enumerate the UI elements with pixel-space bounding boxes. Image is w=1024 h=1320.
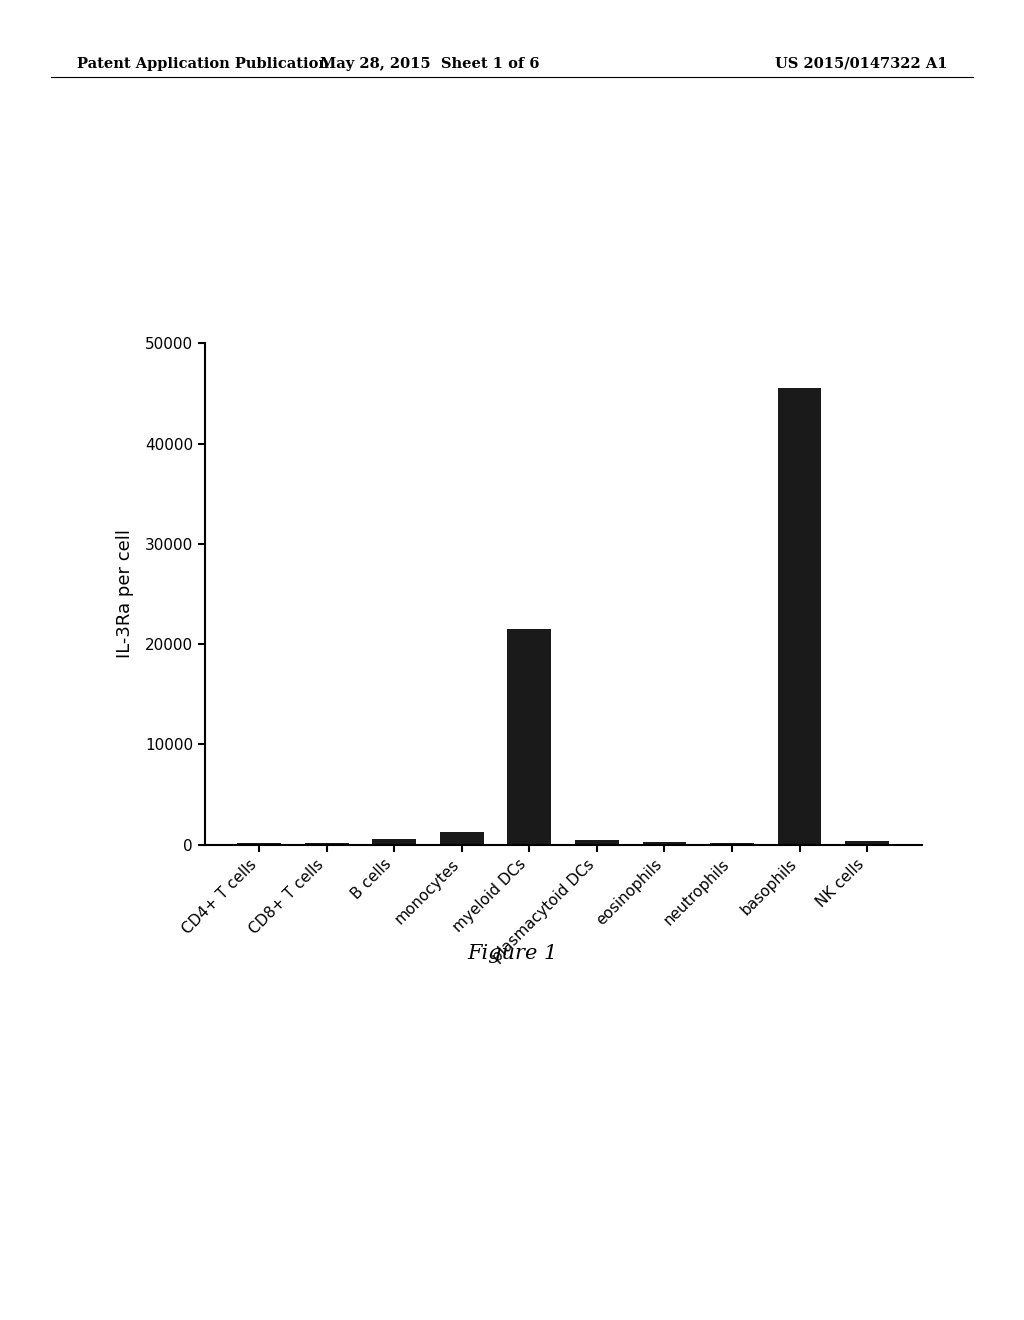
Bar: [440, 832, 484, 845]
Text: Patent Application Publication: Patent Application Publication: [77, 57, 329, 71]
Bar: [508, 630, 551, 845]
Bar: [777, 388, 821, 845]
Bar: [305, 843, 349, 845]
Bar: [642, 842, 686, 845]
Text: US 2015/0147322 A1: US 2015/0147322 A1: [775, 57, 947, 71]
Bar: [575, 840, 618, 845]
Bar: [238, 842, 282, 845]
Y-axis label: IL-3Ra per cell: IL-3Ra per cell: [116, 529, 134, 659]
Bar: [710, 842, 754, 845]
Text: Figure 1: Figure 1: [467, 944, 557, 962]
Text: May 28, 2015  Sheet 1 of 6: May 28, 2015 Sheet 1 of 6: [321, 57, 540, 71]
Bar: [845, 841, 889, 845]
Bar: [373, 838, 417, 845]
